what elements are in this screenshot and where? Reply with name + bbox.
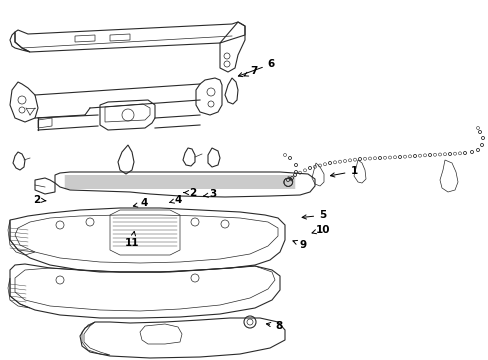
Text: 2: 2 — [183, 188, 196, 198]
Text: 10: 10 — [311, 225, 329, 235]
Text: 11: 11 — [124, 231, 139, 248]
Text: 7: 7 — [244, 66, 258, 76]
Text: 8: 8 — [266, 321, 282, 331]
Text: 9: 9 — [292, 240, 306, 250]
Text: 6: 6 — [238, 59, 274, 77]
Text: 5: 5 — [302, 210, 325, 220]
Text: 4: 4 — [133, 198, 148, 208]
Text: 4: 4 — [169, 195, 182, 205]
Text: 3: 3 — [203, 189, 216, 199]
Text: 1: 1 — [330, 166, 357, 177]
Text: 2: 2 — [33, 195, 46, 205]
